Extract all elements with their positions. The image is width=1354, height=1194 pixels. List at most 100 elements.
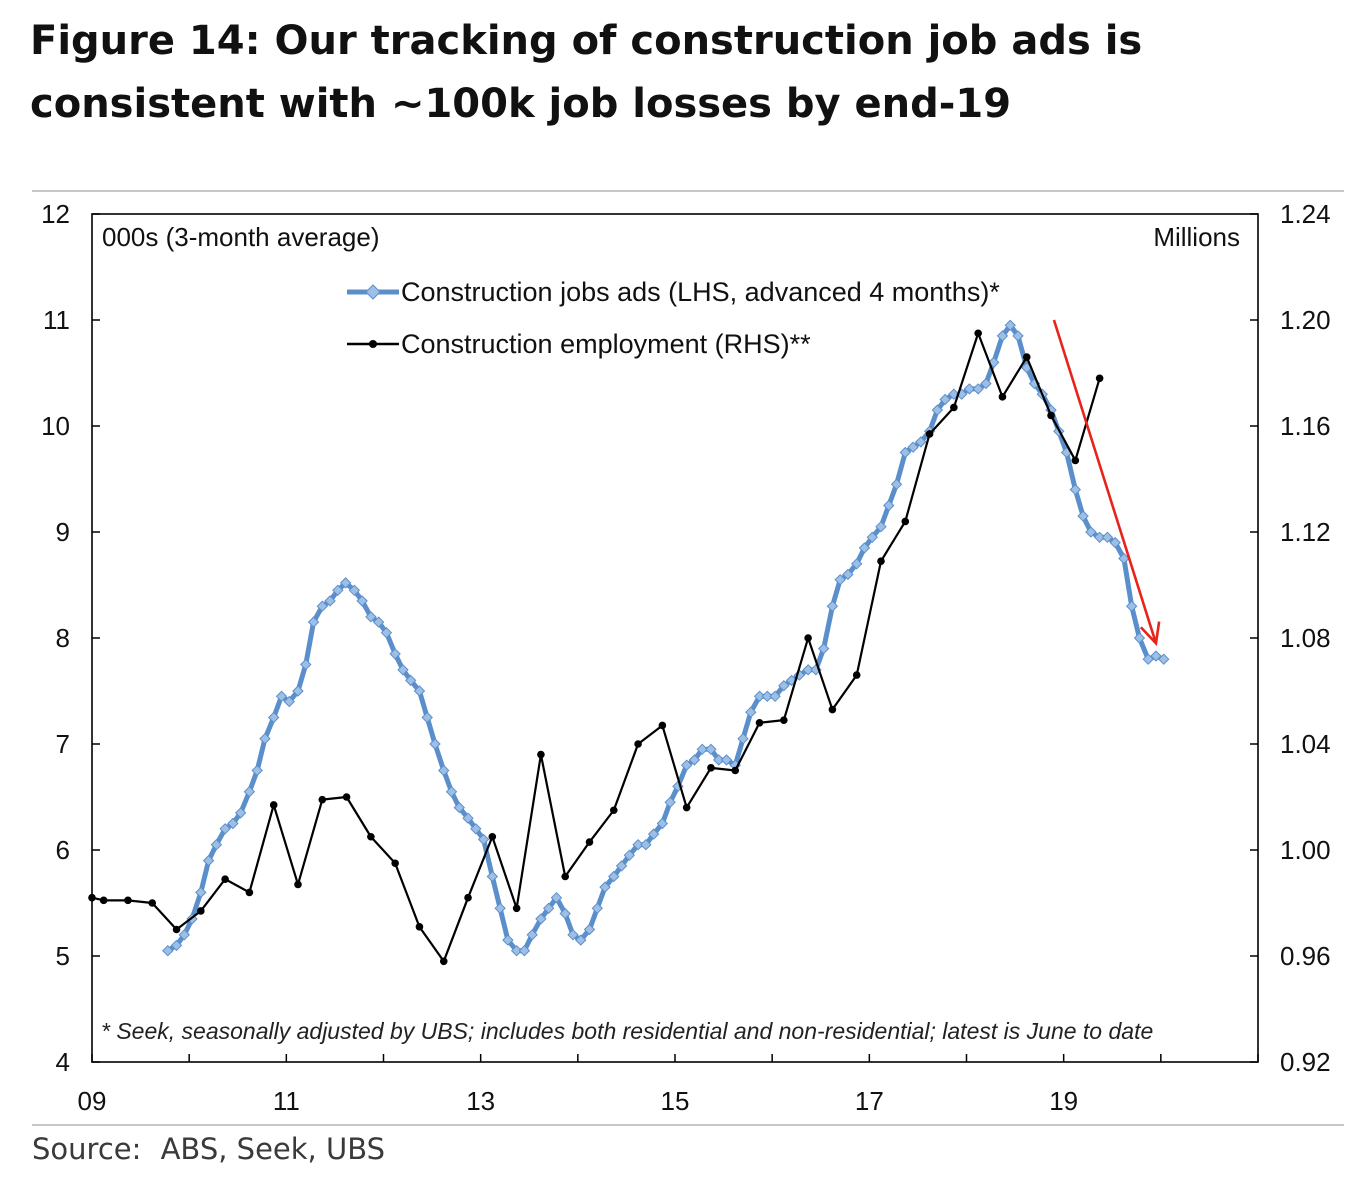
title-line-1: Our tracking of construction job ads is <box>274 18 1143 64</box>
ads-point <box>623 849 636 862</box>
ads-point <box>365 611 377 623</box>
ads-point <box>1077 510 1089 522</box>
employment-point <box>707 764 715 772</box>
ads-series <box>162 319 1170 957</box>
ads-point <box>939 393 951 406</box>
ads-point <box>421 711 433 724</box>
employment-point <box>1022 353 1031 361</box>
ads-point <box>259 732 271 745</box>
ads-point <box>429 738 441 750</box>
left-tick-label: 7 <box>56 729 70 759</box>
employment-point <box>561 872 570 881</box>
ads-point <box>1004 319 1016 332</box>
right-tick-label: 1.16 <box>1280 411 1331 441</box>
ads-point <box>372 616 385 628</box>
employment-point <box>124 896 132 905</box>
ads-point <box>737 732 749 745</box>
ads-point <box>339 577 352 589</box>
employment-point <box>342 793 351 801</box>
right-tick-label: 1.08 <box>1280 623 1331 653</box>
employment-point <box>269 801 278 809</box>
ads-point <box>615 860 628 872</box>
ads-point <box>656 817 669 830</box>
source-note: Source: ABS, Seek, UBS <box>32 1132 395 1166</box>
ads-point <box>647 828 660 840</box>
ads-point <box>1028 377 1041 390</box>
employment-point <box>658 721 667 730</box>
ads-point <box>915 436 927 448</box>
ads-point <box>996 330 1009 342</box>
right-tick-label: 1.00 <box>1280 835 1331 865</box>
employment-point <box>974 329 982 338</box>
employment-point <box>755 719 764 727</box>
ads-point <box>219 823 231 835</box>
employment-point <box>99 896 108 905</box>
axes: 12 11 10 9 8 7 6 5 4 1.24 1.20 1.16 1.12 1.08 1.04 1.00… <box>41 199 1331 1116</box>
x-tick-label: 09 <box>78 1086 107 1116</box>
title-line-2: consistent with ~100k job losses by end-… <box>30 81 1012 127</box>
figure-title: Figure 14: Our tracking of construction … <box>30 10 1320 136</box>
employment-point <box>294 880 302 889</box>
employment-point <box>1095 374 1104 383</box>
ads-point <box>1109 536 1121 549</box>
ads-point <box>292 685 304 697</box>
right-tick-label: 1.04 <box>1280 729 1331 759</box>
ads-point <box>267 711 280 724</box>
ads-point <box>1133 632 1146 644</box>
ads-point <box>234 807 247 819</box>
ads-point <box>866 531 878 544</box>
ads-point <box>858 542 871 554</box>
employment-point <box>925 430 934 438</box>
employment-point <box>950 403 958 412</box>
ads-point <box>883 499 895 512</box>
employment-point <box>901 517 910 526</box>
ads-point <box>1101 531 1114 544</box>
ads-point <box>842 568 854 581</box>
ads-point <box>907 441 919 453</box>
employment-point <box>537 750 545 759</box>
x-tick-label: 13 <box>466 1086 495 1116</box>
ads-point <box>348 584 361 597</box>
employment-point <box>439 957 448 966</box>
legend-ads-marker <box>365 284 381 300</box>
employment-point <box>998 393 1007 401</box>
ads-point <box>445 785 458 798</box>
employment-point <box>488 832 497 841</box>
employment-point <box>1071 456 1080 465</box>
ads-point <box>875 520 887 533</box>
ads-point <box>1158 653 1170 665</box>
employment-point <box>609 806 618 815</box>
ads-point <box>1069 483 1082 496</box>
ads-point <box>972 383 984 395</box>
left-tick-label: 9 <box>56 517 70 547</box>
annotation-layer <box>1052 319 1161 647</box>
employment-point <box>512 904 521 913</box>
left-tick-label: 12 <box>41 199 70 229</box>
left-tick-label: 5 <box>56 941 70 971</box>
ads-point <box>810 664 822 676</box>
ads-point <box>453 801 465 814</box>
left-tick-label: 8 <box>56 623 70 653</box>
right-tick-label: 0.96 <box>1280 941 1331 971</box>
ads-point <box>202 854 215 867</box>
ads-point <box>178 929 191 941</box>
ads-point <box>162 944 174 957</box>
ads-point <box>380 626 393 639</box>
employment-point <box>245 888 254 897</box>
employment-point <box>318 795 327 804</box>
employment-point <box>634 740 642 748</box>
ads-point <box>688 754 701 766</box>
right-tick-label: 1.24 <box>1280 199 1331 229</box>
ads-point <box>890 478 903 491</box>
ads-point <box>195 886 207 899</box>
ads-point <box>550 891 563 904</box>
ads-point <box>778 679 790 692</box>
ads-point <box>170 939 183 952</box>
employment-line <box>91 332 1101 963</box>
right-tick-label: 1.12 <box>1280 517 1331 547</box>
bottom-rule <box>32 1124 1344 1126</box>
ads-line <box>166 322 1165 954</box>
ads-point <box>243 785 256 798</box>
legend: Construction jobs ads (LHS, advanced 4 m… <box>347 277 1000 359</box>
ads-point <box>640 838 652 851</box>
